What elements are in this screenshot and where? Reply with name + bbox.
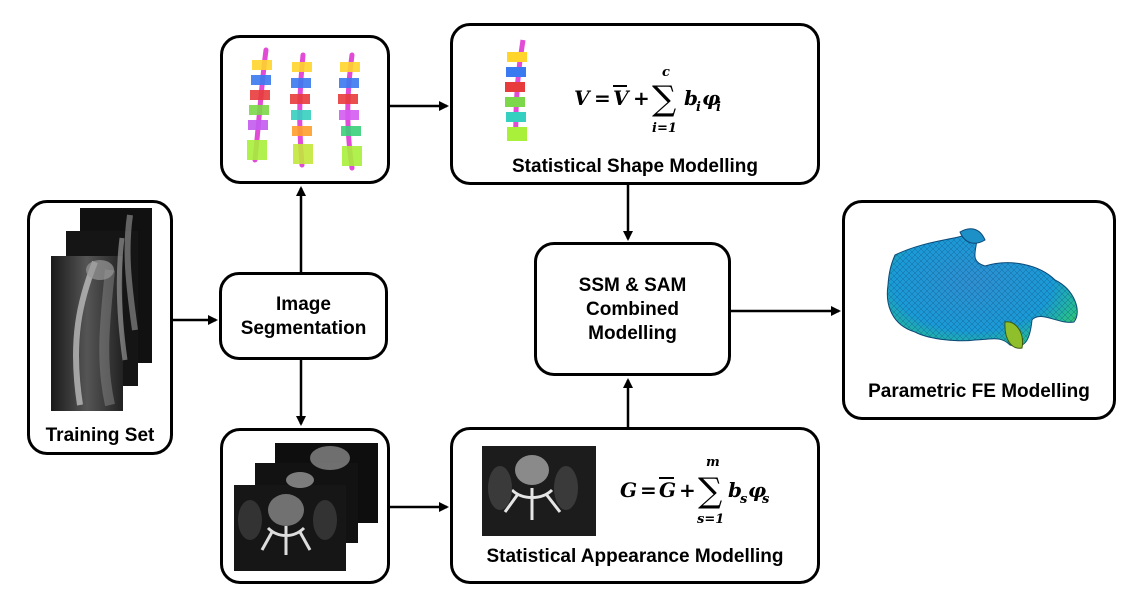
training-set-label: Training Set — [45, 425, 155, 446]
shape-eq-coef: b — [684, 86, 698, 110]
ssm-spine-thumbnail — [505, 39, 527, 141]
appearance-eq-basis-sub: s — [762, 492, 770, 507]
image-segmentation-label-line1: Image — [276, 294, 331, 315]
appearance-eq-equals: = — [640, 478, 657, 502]
shape-eq-coef-sub: i — [696, 100, 701, 115]
fe-label: Parametric FE Modelling — [868, 381, 1090, 402]
combined-label-line1: SSM & SAM — [578, 275, 687, 296]
appearance-eq-lhs: G — [620, 478, 637, 502]
shape-eq-mean: V — [613, 86, 631, 110]
appearance-eq-plus: + — [679, 478, 696, 502]
shape-eq-plus: + — [633, 86, 650, 110]
appearance-eq-lower: s=1 — [697, 512, 724, 527]
appearance-eq-coef-sub: s — [740, 492, 748, 507]
image-segmentation-label-line2: Segmentation — [240, 318, 367, 339]
appearance-eq-upper: m — [706, 455, 720, 470]
appearance-eq-coef: b — [728, 478, 742, 502]
training-set-ct-stack — [51, 208, 152, 411]
appearance-eq-mean: G — [659, 478, 676, 502]
fe-vertebra-mesh — [886, 228, 1078, 349]
sam-ct-thumbnail — [482, 446, 596, 536]
appearance-eq-basis: φ — [748, 478, 766, 502]
shape-eq-sum: ∑ — [652, 79, 676, 119]
combined-label-line2: Combined — [586, 299, 679, 320]
shape-eq-basis: φ — [702, 86, 720, 110]
appearance-equation: G = G + ∑ m s=1 b s φ s — [620, 455, 770, 527]
shape-eq-basis-sub: i — [716, 100, 721, 115]
combined-box — [534, 242, 731, 376]
ct-axial-stack — [234, 443, 378, 571]
spine-color-bands — [247, 60, 362, 166]
arrows — [173, 101, 841, 512]
image-segmentation-box — [219, 272, 388, 360]
shape-eq-lhs: V — [574, 86, 592, 110]
shape-equation: V = V + ∑ c i=1 b i φ i — [574, 65, 721, 136]
ssm-label: Statistical Shape Modelling — [512, 156, 758, 177]
appearance-eq-sum: ∑ — [698, 471, 722, 511]
shape-eq-equals: = — [594, 86, 611, 110]
combined-label-line3: Modelling — [588, 323, 677, 344]
sam-label: Statistical Appearance Modelling — [486, 546, 784, 567]
shape-eq-lower: i=1 — [652, 121, 677, 136]
shape-eq-upper: c — [662, 65, 670, 80]
